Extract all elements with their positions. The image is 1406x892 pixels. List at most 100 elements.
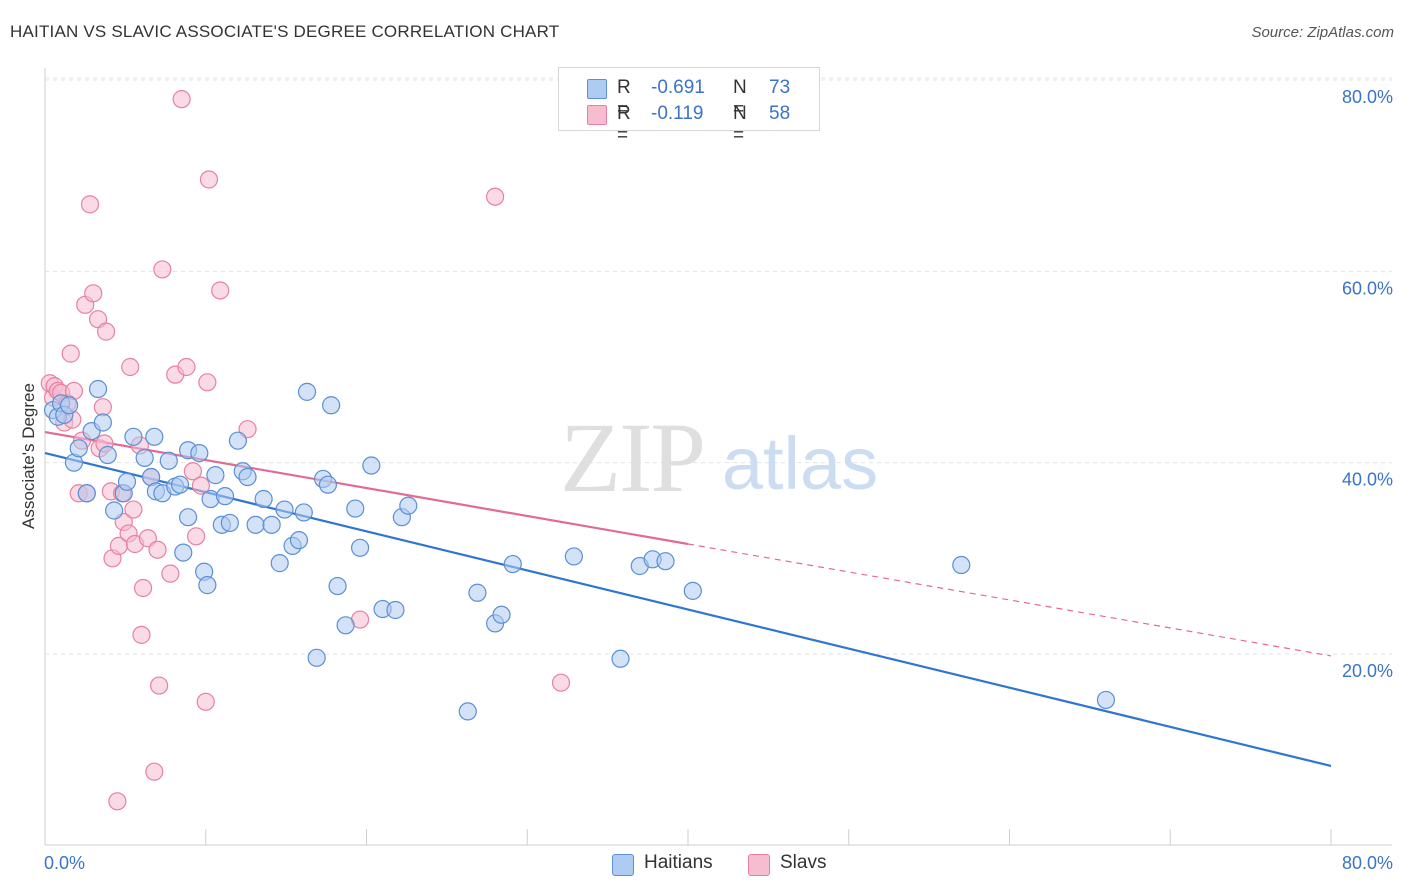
haitians-point <box>88 379 108 399</box>
haitians-point <box>228 431 247 450</box>
haitians-point <box>346 499 365 518</box>
r-value: -0.119 <box>651 103 704 124</box>
watermark-zip: ZIP <box>560 402 704 513</box>
slavs-point <box>211 281 230 300</box>
haitians-point <box>170 475 190 494</box>
watermark-atlas: atlas <box>722 422 878 505</box>
slavs-point <box>84 284 103 303</box>
slavs-point <box>199 170 219 189</box>
slavs-point <box>172 90 191 109</box>
r-label: R = <box>617 103 631 146</box>
haitians-point <box>656 552 675 571</box>
slavs-point <box>191 476 211 495</box>
haitians-point <box>318 475 338 494</box>
haitians-point <box>386 600 405 620</box>
slavs-point <box>80 195 100 214</box>
slavs-trend-line-extension <box>687 543 1332 657</box>
haitians-point <box>254 489 273 509</box>
haitians-point <box>93 413 112 432</box>
haitians-point <box>297 382 317 401</box>
haitians-point <box>98 445 117 465</box>
n-value: 58 <box>769 103 791 124</box>
haitians-point <box>238 467 257 487</box>
slavs-point <box>486 187 505 206</box>
haitians-point <box>289 531 309 550</box>
grid-lines <box>45 77 1392 655</box>
slavs-point <box>121 357 140 377</box>
slavs-point <box>187 527 206 546</box>
watermark: ZIP atlas <box>560 402 878 513</box>
slavs-point <box>177 357 196 377</box>
haitians-point <box>564 547 583 566</box>
slavs-legend-swatch <box>748 854 770 876</box>
haitians-point <box>952 555 971 575</box>
y-tick-label: 80.0% <box>1342 87 1393 107</box>
haitians-point <box>294 503 313 522</box>
slavs-point <box>124 500 143 519</box>
slavs-point <box>145 762 164 781</box>
haitians-point <box>190 444 209 463</box>
haitians-points <box>43 379 1116 721</box>
haitians-swatch <box>587 79 607 99</box>
haitians-point <box>328 576 347 596</box>
n-label: N = <box>733 103 747 146</box>
slavs-point <box>196 692 215 711</box>
legend-label-haitians: Haitians <box>644 852 713 873</box>
haitians-point <box>458 702 477 721</box>
axes <box>44 68 1392 846</box>
haitians-point <box>145 427 164 446</box>
slavs-point <box>551 673 571 692</box>
x-tick-label: 80.0% <box>1342 853 1393 873</box>
slavs-point <box>132 625 151 644</box>
y-tick-label: 40.0% <box>1342 470 1393 490</box>
haitians-point <box>399 496 418 515</box>
haitians-point <box>135 448 154 467</box>
haitians-point <box>60 396 79 415</box>
haitians-point <box>220 513 239 533</box>
haitians-point <box>492 605 511 624</box>
slavs-swatch <box>587 105 607 125</box>
haitians-point <box>611 649 630 668</box>
haitians-point <box>178 508 198 527</box>
haitians-point <box>683 581 702 600</box>
haitians-point <box>275 500 294 519</box>
haitians-point <box>77 484 96 503</box>
slavs-point <box>133 578 153 598</box>
haitians-point <box>206 466 225 485</box>
haitians-point <box>362 456 381 475</box>
haitians-point <box>350 538 370 557</box>
slavs-point <box>108 792 127 811</box>
haitians-legend-swatch <box>612 854 634 876</box>
haitians-point <box>307 648 326 667</box>
haitians-point <box>246 515 265 534</box>
haitians-point <box>322 396 341 415</box>
haitians-point <box>198 576 217 595</box>
haitians-point <box>503 554 522 574</box>
haitians-point <box>69 439 88 458</box>
haitians-point <box>105 501 124 520</box>
haitians-point <box>1096 690 1116 710</box>
series-legend: Haitians Slavs <box>0 852 1406 878</box>
y-tick-label: 20.0% <box>1342 661 1393 681</box>
source-credit: Source: ZipAtlas.com <box>1251 24 1394 41</box>
haitians-point <box>468 583 487 602</box>
stats-legend: R = -0.691 N = 73 R = -0.119 N = 58 <box>558 67 820 146</box>
r-label: R = <box>617 77 631 120</box>
haitians-point <box>174 543 193 562</box>
n-value: 73 <box>769 77 791 98</box>
r-value: -0.691 <box>651 77 705 98</box>
haitians-point <box>336 616 355 635</box>
haitians-point <box>262 515 281 534</box>
slavs-point <box>153 260 172 279</box>
slavs-trend-line <box>44 430 689 546</box>
haitians-point <box>270 554 289 573</box>
haitians-point <box>117 472 137 491</box>
slavs-point <box>61 344 80 363</box>
slavs-point <box>150 676 169 695</box>
legend-label-slavs: Slavs <box>780 852 827 873</box>
slavs-point <box>96 322 116 341</box>
haitians-point <box>159 451 178 470</box>
slavs-point <box>148 540 167 559</box>
haitians-point <box>215 487 235 506</box>
slavs-point <box>93 398 112 417</box>
